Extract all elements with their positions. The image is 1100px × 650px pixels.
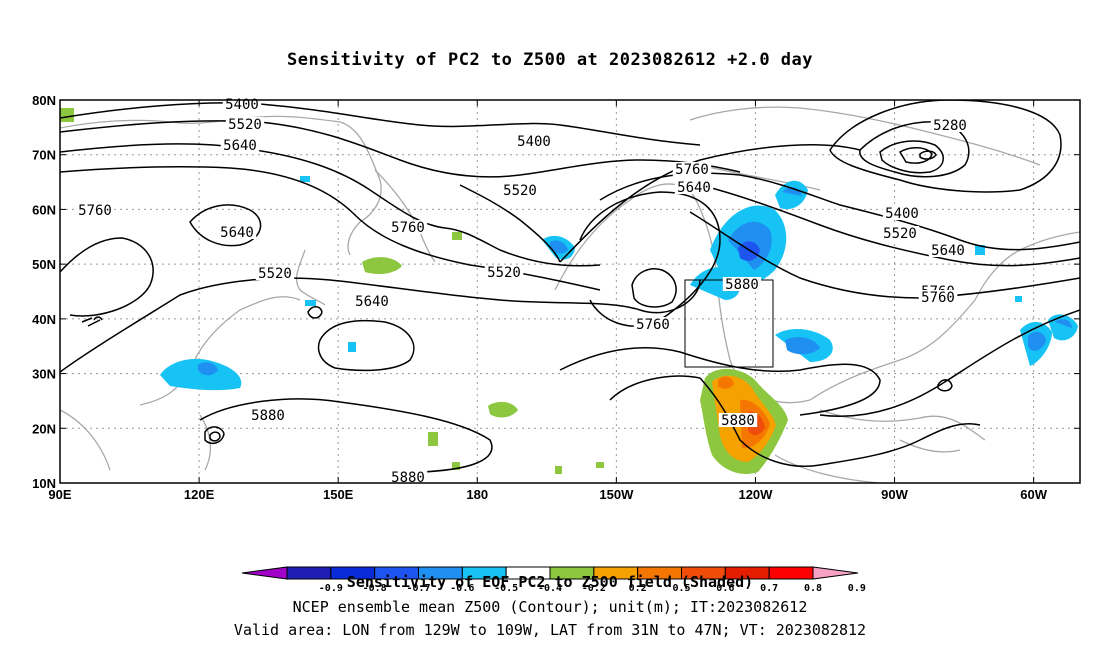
colorbar-tick-label: 0.5 (672, 583, 690, 594)
lat-tick-label: 20N (32, 421, 56, 436)
contour-label: 5760 (391, 220, 425, 236)
contour-label: 5520 (503, 183, 537, 199)
contour-label: 5640 (223, 138, 257, 154)
contour-label: 5640 (220, 225, 254, 241)
lon-tick-label: 150E (323, 487, 354, 502)
lat-tick-label: 10N (32, 476, 56, 491)
contour-label: 5880 (721, 413, 755, 429)
colorbar-tick-label: -0.5 (494, 583, 518, 594)
colorbar-tick-label: -0.8 (363, 583, 387, 594)
colorbar-tick-label: 0.7 (760, 583, 778, 594)
contour-label: 5640 (677, 180, 711, 196)
contour-label: 5520 (258, 266, 292, 282)
contour-label: 5400 (225, 97, 259, 113)
plot-frame (59, 99, 1081, 484)
caption-contour: NCEP ensemble mean Z500 (Contour); unit(… (292, 598, 808, 616)
map-title: Sensitivity of PC2 to Z500 at 2023082612… (286, 50, 813, 70)
contour-label: 5640 (931, 243, 965, 259)
colorbar-tick-label: 0.9 (848, 583, 866, 594)
lon-tick-label: 180 (466, 487, 488, 502)
contour-label: 5880 (251, 408, 285, 424)
colorbar-high-triangle (812, 566, 859, 580)
contour-label: 5880 (725, 277, 759, 293)
lat-tick-label: 30N (32, 367, 56, 382)
contour-labels: 5400 5520 5640 5760 5400 5520 5640 5760 5520 5520… (75, 97, 970, 486)
lon-tick-label: 90W (881, 487, 908, 502)
contour-label: 5400 (517, 134, 551, 150)
lon-tick-label: 90E (48, 487, 71, 502)
colorbar-tick-label: -0.4 (538, 583, 562, 594)
contour-label: 5760 (675, 162, 709, 178)
colorbar-tick-label: 0.6 (716, 583, 734, 594)
contour-label: 5400 (885, 206, 919, 222)
contour-label: 5640 (355, 294, 389, 310)
contour-label: 5280 (933, 118, 967, 134)
colorbar-tick-label: -0.2 (582, 583, 606, 594)
colorbar-tick-label: -0.9 (319, 583, 343, 594)
lat-tick-label: 80N (32, 93, 56, 108)
contour-label: 5520 (228, 117, 262, 133)
contour-label: 5760 (636, 317, 670, 333)
colorbar-tick-label: 0.2 (629, 583, 647, 594)
lon-tick-label: 120W (738, 487, 773, 502)
lat-tick-label: 40N (32, 312, 56, 327)
lon-tick-label: 120E (184, 487, 215, 502)
contour-label: 5760 (78, 203, 112, 219)
contour-label: 5520 (883, 226, 917, 242)
colorbar-tick-label: -0.7 (406, 583, 430, 594)
lat-tick-label: 60N (32, 202, 56, 217)
contour-label: 5760 (921, 290, 955, 306)
caption-shading: Sensitivity of EOF PC2 to Z500 field (Sh… (346, 573, 754, 591)
lat-tick-label: 50N (32, 257, 56, 272)
caption-valid-area: Valid area: LON from 129W to 109W, LAT f… (233, 621, 867, 639)
lon-tick-label: 150W (599, 487, 634, 502)
lat-tick-label: 70N (32, 148, 56, 163)
colorbar-tick-label: -0.6 (450, 583, 474, 594)
contour-label: 5880 (391, 470, 425, 486)
contour-label: 5520 (487, 265, 521, 281)
lon-tick-label: 60W (1020, 487, 1047, 502)
colorbar-tick-label: 0.8 (804, 583, 822, 594)
colorbar: -0.9 -0.8 -0.7 -0.6 -0.5 -0.4 -0.2 0.2 0.5 0.6 0.7… (241, 566, 866, 594)
